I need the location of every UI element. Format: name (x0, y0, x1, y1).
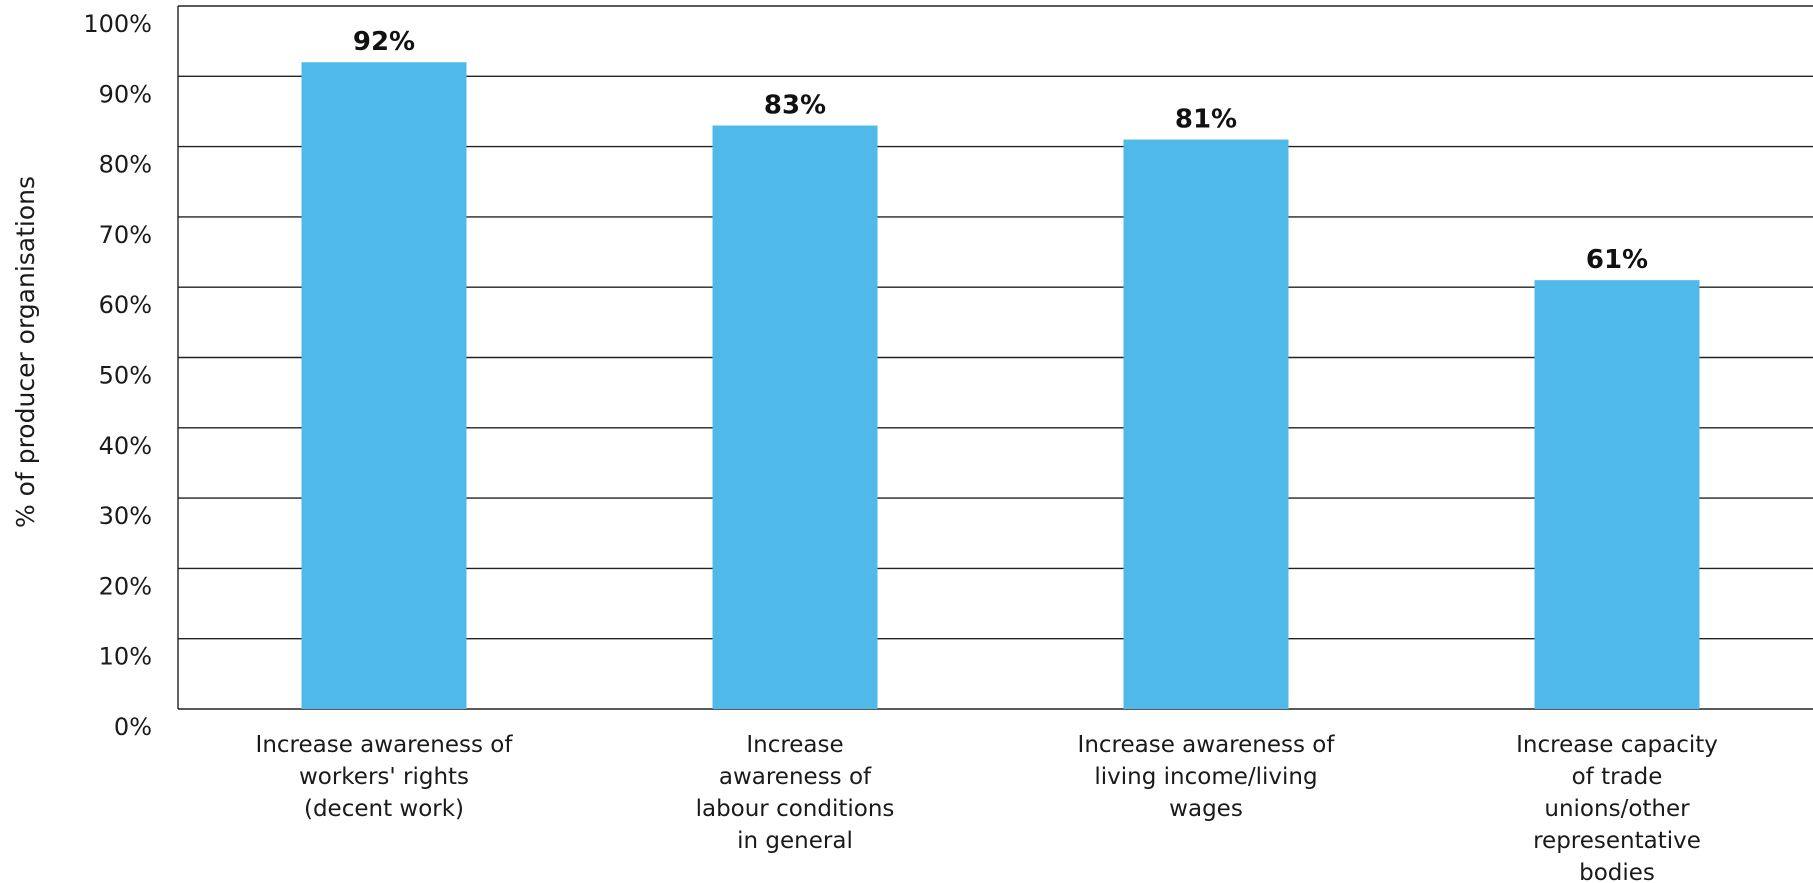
bar (301, 62, 467, 710)
category-label: Increase awareness of labour conditions in … (696, 732, 895, 854)
y-tick-label: 90% (99, 80, 152, 108)
category-label-line: living income/living (1094, 764, 1317, 790)
category-label-line: unions/other (1544, 796, 1690, 822)
category-label-line: of trade (1572, 764, 1663, 790)
value-label: 83% (764, 91, 826, 121)
y-tick-label: 60% (99, 291, 152, 319)
y-tick-label: 50% (99, 362, 152, 390)
bars (301, 62, 1700, 710)
y-axis-ticks: 0% 10% 20% 30% 40% 50% 60% 70% 80% 90% 100% (83, 10, 152, 741)
y-tick-label: 30% (99, 502, 152, 530)
category-label-line: workers' rights (299, 764, 469, 790)
category-label: Increase capacity of trade unions/other rep… (1516, 732, 1718, 883)
category-label-line: Increase (746, 732, 843, 758)
category-label: Increase awareness of living income/livin… (1078, 732, 1336, 822)
category-label-line: labour conditions (696, 796, 895, 822)
category-label: Increase awareness of workers' rights (dec… (256, 732, 514, 822)
category-label-line: (decent work) (304, 796, 464, 822)
category-label-line: representative (1533, 828, 1701, 854)
y-tick-label: 10% (99, 643, 152, 671)
category-labels: Increase awareness of workers' rights (dec… (256, 732, 1718, 883)
bar (1534, 280, 1700, 709)
value-label: 81% (1175, 105, 1237, 135)
category-label-line: Increase awareness of (256, 732, 514, 758)
category-label-line: wages (1169, 796, 1243, 822)
category-label-line: Increase awareness of (1078, 732, 1336, 758)
y-tick-label: 40% (99, 432, 152, 460)
value-label: 92% (353, 27, 415, 57)
category-label-line: in general (737, 828, 853, 854)
y-tick-label: 70% (99, 221, 152, 249)
value-labels: 92% 83% 81% 61% (353, 27, 1648, 275)
bar (1123, 139, 1289, 709)
category-label-line: Increase capacity (1516, 732, 1718, 758)
category-label-line: awareness of (719, 764, 872, 790)
y-tick-label: 80% (99, 151, 152, 179)
value-label: 61% (1586, 245, 1648, 275)
category-label-line: bodies (1579, 860, 1655, 883)
y-axis-label: % of producer organisations (11, 176, 40, 528)
y-tick-label: 20% (99, 572, 152, 600)
y-tick-label: 100% (83, 10, 152, 38)
bar (712, 125, 878, 709)
y-tick-label: 0% (114, 713, 152, 741)
